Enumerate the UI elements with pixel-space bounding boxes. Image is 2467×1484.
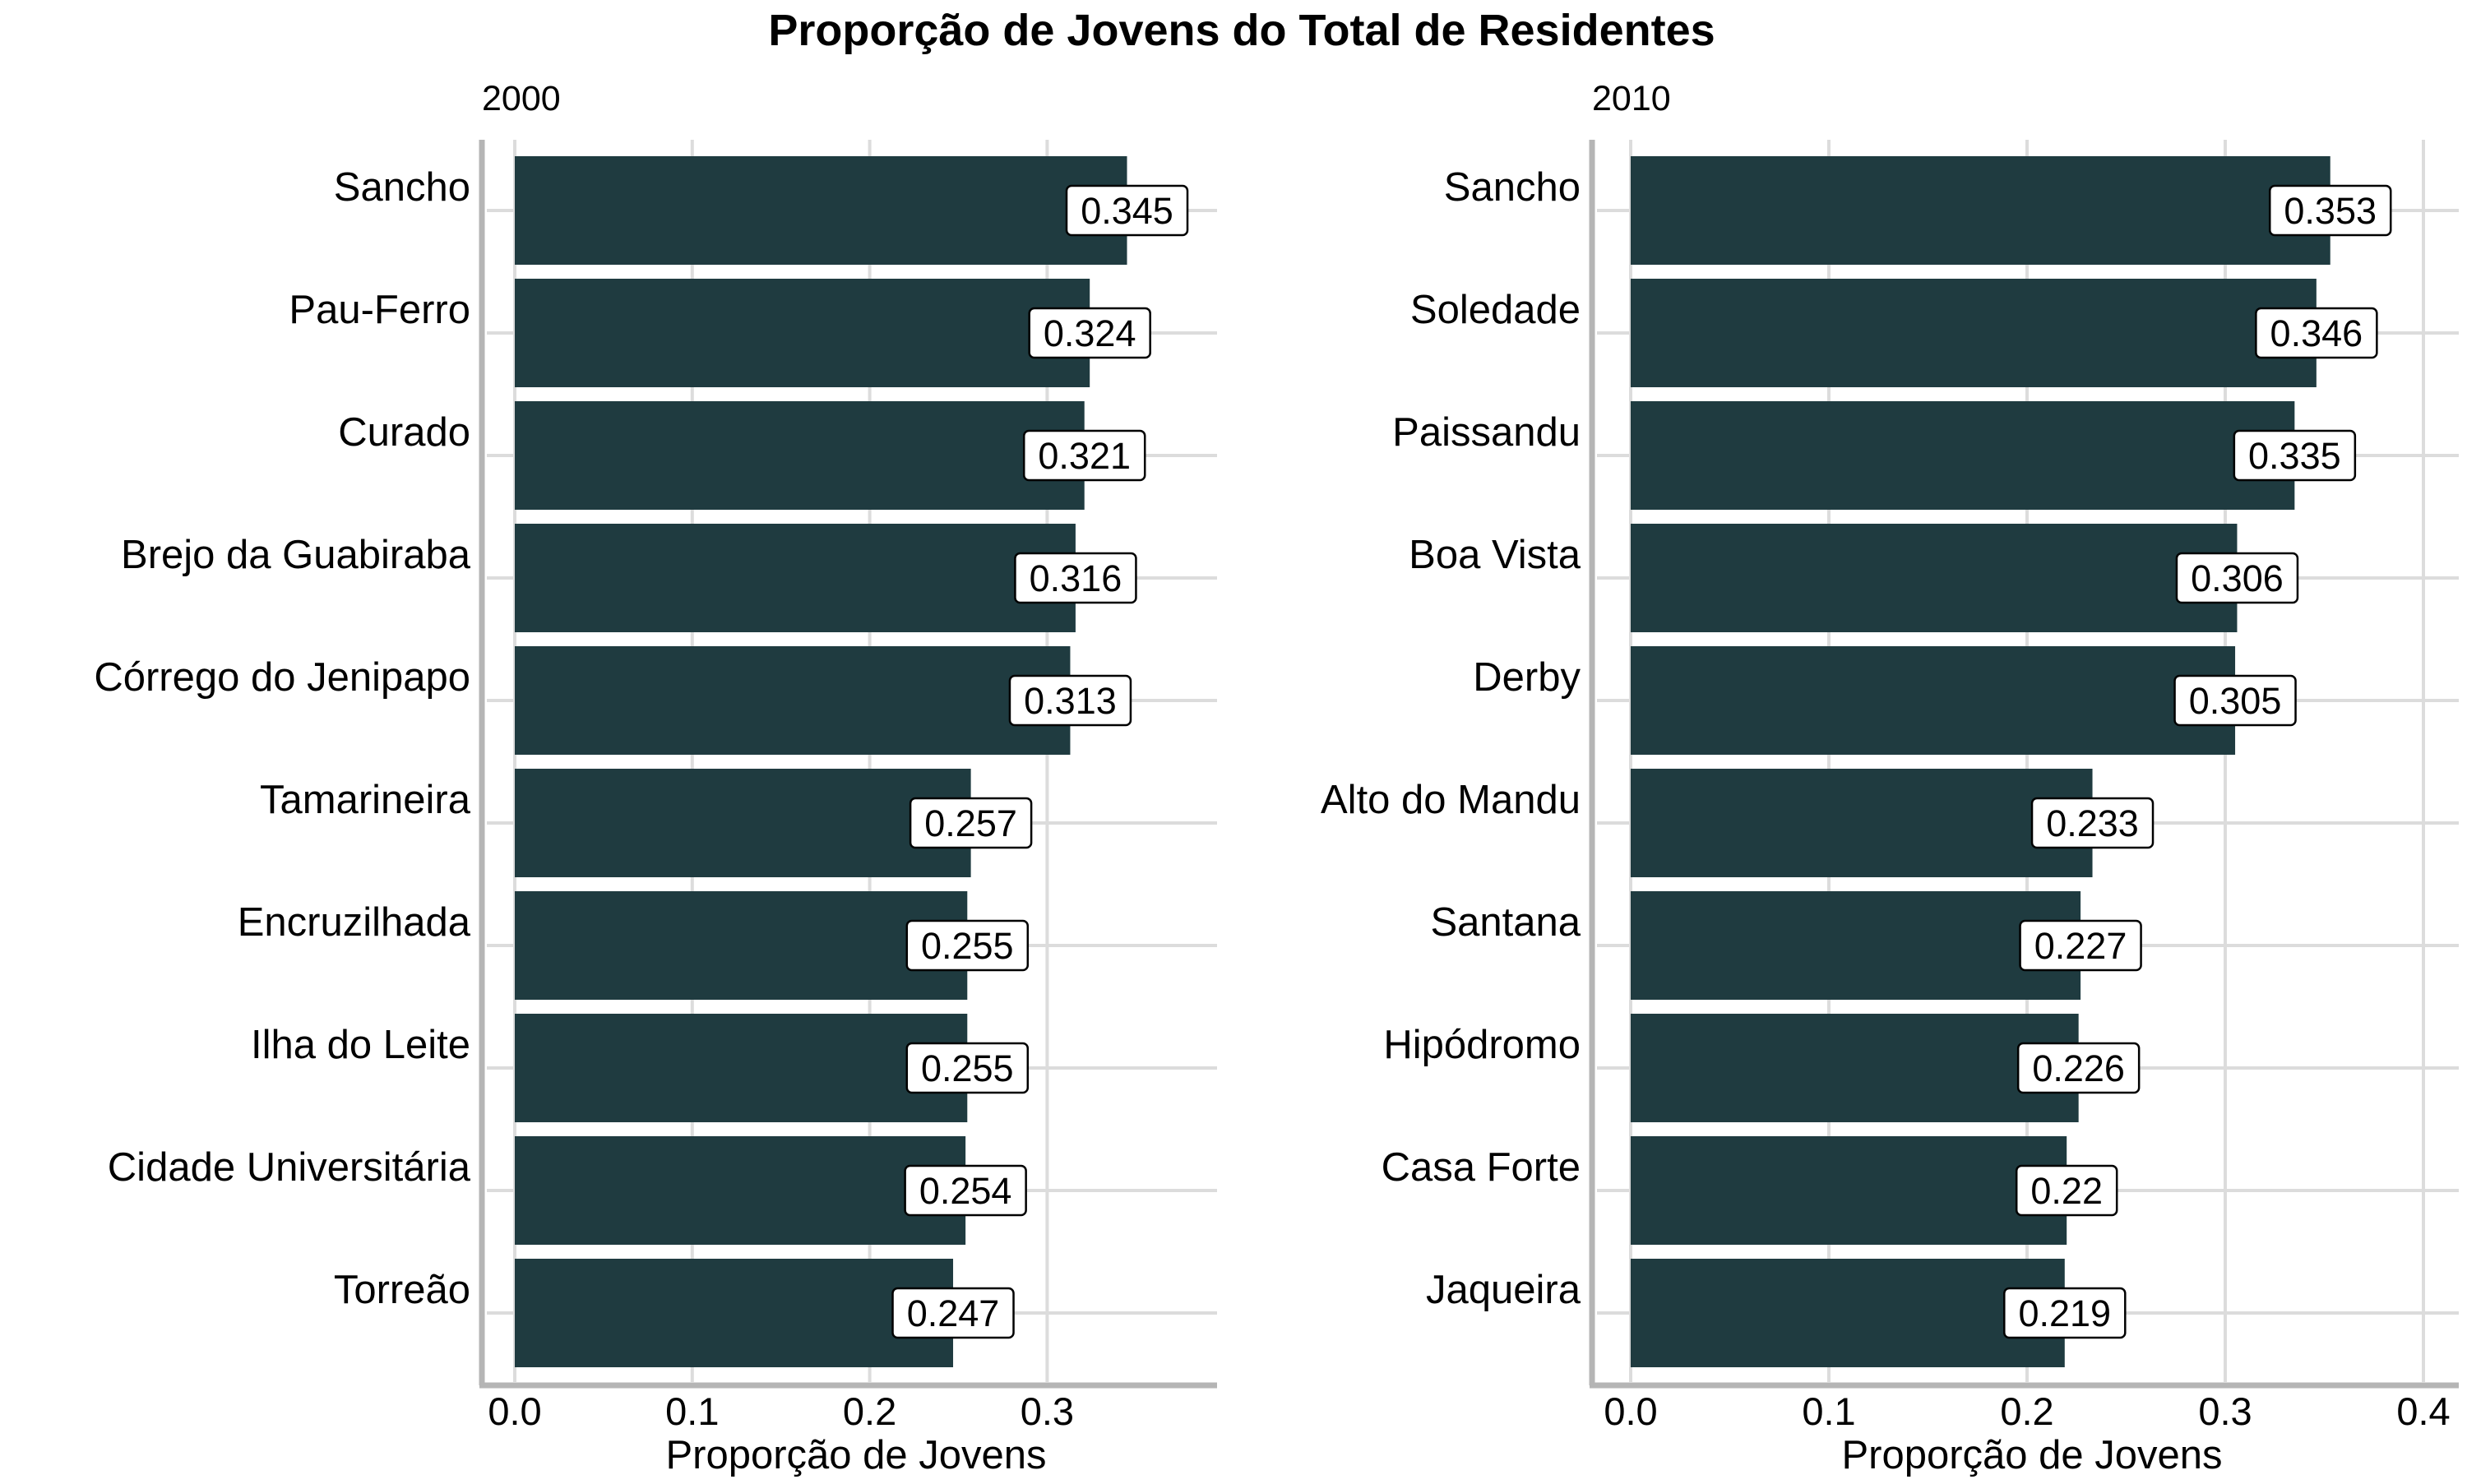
- data-label-box: [891, 1287, 1015, 1339]
- bar: [1631, 891, 2081, 1000]
- category-label: Soledade: [1410, 288, 1581, 332]
- bar: [1631, 1259, 2065, 1367]
- category-label: Torreão: [334, 1268, 470, 1312]
- bar: [515, 156, 1127, 265]
- data-label-box: [2003, 1287, 2127, 1339]
- category-label: Sancho: [1444, 165, 1581, 210]
- category-label: Paissandu: [1392, 410, 1581, 455]
- category-label: Hipódromo: [1383, 1023, 1581, 1067]
- data-label-box: [1028, 307, 1151, 359]
- data-label: 0.353: [2284, 190, 2377, 232]
- bar: [515, 401, 1085, 510]
- data-label-box: [2268, 184, 2392, 237]
- category-label: Ilha do Leite: [251, 1023, 470, 1067]
- data-label: 0.335: [2248, 435, 2341, 477]
- x-tick-label: 0.1: [1802, 1389, 1855, 1433]
- x-tick-label: 0.3: [2198, 1389, 2252, 1433]
- category-label: Pau-Ferro: [289, 288, 470, 332]
- category-label: Casa Forte: [1382, 1145, 1581, 1190]
- data-label: 0.305: [2189, 680, 2282, 722]
- bar: [515, 1136, 966, 1245]
- data-label: 0.219: [2018, 1292, 2111, 1334]
- bar: [1631, 769, 2093, 877]
- data-label-box: [2173, 674, 2297, 727]
- data-label-box: [1065, 184, 1189, 237]
- data-label: 0.306: [2191, 557, 2284, 599]
- bar: [1631, 646, 2236, 755]
- data-label: 0.346: [2270, 312, 2363, 354]
- bar: [1631, 1014, 2079, 1122]
- data-label: 0.345: [1081, 190, 1173, 232]
- category-label: Brejo da Guabiraba: [121, 533, 471, 577]
- data-label: 0.324: [1044, 312, 1136, 354]
- data-label-box: [2255, 307, 2378, 359]
- data-label-box: [1008, 674, 1132, 727]
- category-label: Sancho: [334, 165, 470, 210]
- data-label-box: [904, 1164, 1027, 1217]
- data-label-box: [2019, 919, 2142, 972]
- data-label: 0.226: [2032, 1047, 2125, 1089]
- data-label: 0.254: [919, 1170, 1012, 1212]
- data-label: 0.22: [2030, 1170, 2103, 1212]
- bar: [515, 646, 1071, 755]
- bar: [515, 279, 1090, 387]
- x-tick-label: 0.4: [2396, 1389, 2450, 1433]
- category-label: Tamarineira: [260, 778, 471, 822]
- bar: [1631, 1136, 2067, 1245]
- bar: [515, 1259, 954, 1367]
- data-label-box: [909, 797, 1033, 849]
- x-tick-label: 0.2: [843, 1389, 896, 1433]
- data-label-box: [2015, 1164, 2118, 1217]
- bar: [1631, 524, 2238, 632]
- data-label: 0.257: [924, 802, 1017, 844]
- data-label: 0.255: [921, 1047, 1014, 1089]
- panel-label: 2000: [482, 79, 561, 118]
- data-label: 0.313: [1024, 680, 1117, 722]
- data-label-box: [905, 1042, 1030, 1094]
- panel-label: 2010: [1592, 79, 1671, 118]
- data-label-box: [1014, 552, 1137, 604]
- category-label: Encruzilhada: [238, 900, 471, 945]
- category-label: Curado: [338, 410, 470, 455]
- bar: [515, 524, 1076, 632]
- category-label: Cidade Universitária: [108, 1145, 471, 1190]
- bar: [515, 891, 968, 1000]
- chart-title: Proporção de Jovens do Total de Resident…: [768, 6, 1715, 55]
- bar: [515, 1014, 968, 1122]
- data-label-box: [2233, 429, 2357, 482]
- bar: [515, 769, 971, 877]
- category-label: Jaqueira: [1426, 1268, 1581, 1312]
- data-label-box: [2016, 1042, 2141, 1094]
- data-label-box: [1022, 429, 1146, 482]
- x-tick-label: 0.2: [2000, 1389, 2053, 1433]
- data-label: 0.247: [907, 1292, 1000, 1334]
- data-label: 0.321: [1038, 435, 1131, 477]
- data-label: 0.255: [921, 925, 1014, 967]
- category-label: Córrego do Jenipapo: [94, 655, 470, 700]
- data-label: 0.316: [1030, 557, 1122, 599]
- x-tick-label: 0.1: [665, 1389, 719, 1433]
- category-label: Alto do Mandu: [1321, 778, 1581, 822]
- data-label-box: [2030, 797, 2155, 849]
- data-label: 0.233: [2046, 802, 2139, 844]
- x-axis-title: Proporção de Jovens: [665, 1433, 1046, 1477]
- x-tick-label: 0.0: [1604, 1389, 1657, 1433]
- data-label-box: [2175, 552, 2299, 604]
- x-tick-label: 0.0: [488, 1389, 541, 1433]
- x-tick-label: 0.3: [1021, 1389, 1074, 1433]
- data-label: 0.227: [2034, 925, 2127, 967]
- bar: [1631, 279, 2317, 387]
- x-axis-title: Proporção de Jovens: [1841, 1433, 2222, 1477]
- bar: [1631, 401, 2295, 510]
- category-label: Santana: [1430, 900, 1581, 945]
- panel-2010: Sancho Soledade Paissandu Boa Vista Derby Alt…: [1321, 79, 2459, 1477]
- category-label: Derby: [1473, 655, 1581, 700]
- panel-2000: Sancho Pau-Ferro Curado Brejo da Guabiraba C…: [94, 79, 1217, 1477]
- category-label: Boa Vista: [1409, 533, 1581, 577]
- bar: [1631, 156, 2330, 265]
- data-label-box: [905, 919, 1030, 972]
